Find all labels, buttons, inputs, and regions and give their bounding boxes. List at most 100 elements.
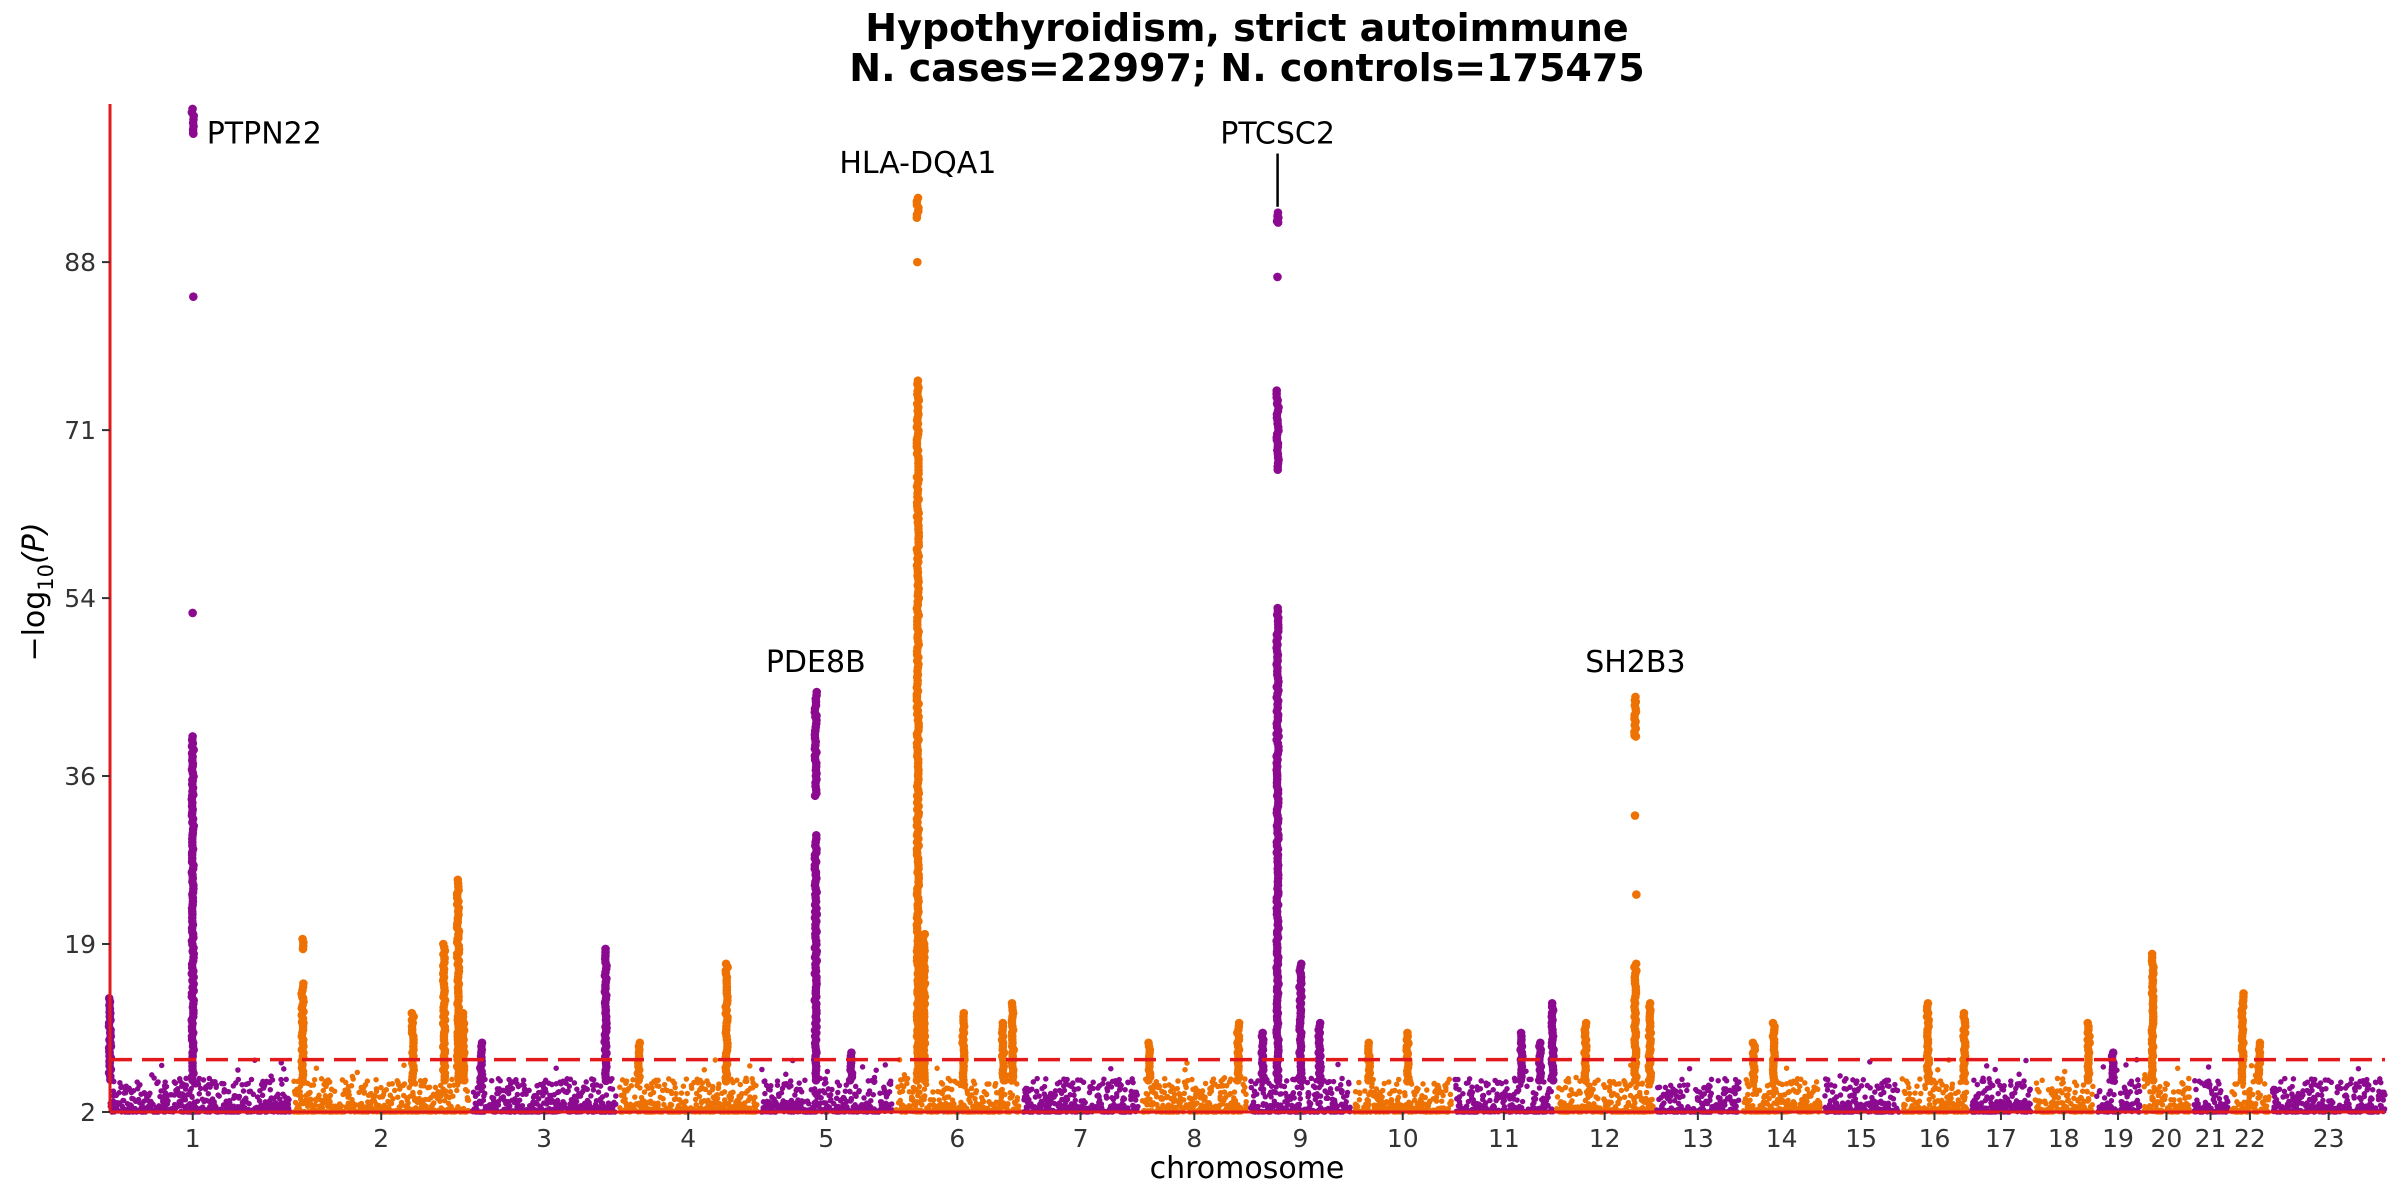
snp-point (810, 791, 820, 801)
snp-point (1008, 1076, 1017, 1085)
peak-chr-6-16 (997, 1018, 1009, 1085)
snp-point (476, 1077, 485, 1087)
noise-points-chr-7 (1020, 1065, 1141, 1115)
snp-point (1364, 1076, 1373, 1085)
x-tick-label-4: 4 (680, 1124, 696, 1153)
gene-label-hla-dqa1: HLA-DQA1 (839, 146, 996, 181)
peak-chr-11-27 (1534, 1038, 1546, 1085)
x-tick-label-21: 21 (2195, 1124, 2227, 1153)
snp-point (1273, 218, 1283, 227)
snp-point (2254, 1076, 2264, 1085)
x-tick-label-18: 18 (2048, 1124, 2080, 1153)
peak-chr-14-32 (1748, 1038, 1760, 1086)
peak-chr-6-14 (918, 929, 930, 1085)
snp-point (189, 129, 198, 138)
peak-chr-9-23 (1314, 1018, 1325, 1085)
snp-point (1273, 1076, 1283, 1085)
snp-point (1644, 1076, 1654, 1085)
snp-point (189, 292, 198, 302)
x-tick-label-15: 15 (1845, 1124, 1877, 1153)
snp-point (1259, 1076, 1268, 1085)
peak-chr-5-12 (845, 1048, 857, 1085)
snp-point (912, 213, 922, 222)
x-tick-label-22: 22 (2234, 1124, 2266, 1153)
peak-chr-6-13 (912, 193, 924, 1085)
snp-point (407, 1076, 417, 1085)
snp-point (1273, 272, 1282, 282)
x-tick-label-11: 11 (1488, 1124, 1520, 1153)
x-tick-label-5: 5 (818, 1124, 834, 1153)
background-points (107, 1057, 2388, 1115)
noise-points-chr-22 (2229, 1062, 2272, 1115)
peak-chr-3-8 (600, 944, 611, 1086)
x-tick-label-16: 16 (1919, 1124, 1951, 1153)
snp-point (2237, 1076, 2247, 1085)
noise-points-chr-5 (758, 1057, 895, 1115)
noise-points-chr-21 (2191, 1064, 2231, 1115)
gene-labels: PTPN22 HLA-DQA1 PTCSC2 PDE8B SH2B3 (207, 117, 1686, 681)
noise-points-chr-1 (107, 1057, 293, 1115)
snp-point (601, 1076, 611, 1086)
snp-point (440, 1076, 449, 1085)
snp-point (459, 1076, 469, 1085)
snp-point (2148, 1076, 2158, 1085)
peak-chr-9-22 (1295, 959, 1306, 1085)
chart-subtitle: N. cases=22997; N. controls=175475 (849, 46, 1644, 90)
snp-point (2108, 1076, 2118, 1085)
y-tick-label: 88 (64, 248, 96, 277)
noise-points-chr-19 (2094, 1057, 2143, 1115)
peak-chr-19-37 (2107, 1048, 2118, 1085)
y-tick-label: 71 (64, 416, 96, 445)
x-tick-label-19: 19 (2102, 1124, 2134, 1153)
peak-chr-16-35 (1959, 1008, 1970, 1085)
snp-point (1769, 1076, 1779, 1085)
y-tick-label: 36 (64, 762, 96, 791)
peak-chr-12-30 (1630, 692, 1641, 1085)
peak-chr-22-40 (2253, 1038, 2265, 1085)
x-tick-label-8: 8 (1186, 1124, 1202, 1153)
gene-label-sh2b3: SH2B3 (1585, 645, 1685, 680)
peak-chr-8-19 (1233, 1018, 1244, 1085)
peak-chr-10-25 (1402, 1028, 1413, 1086)
snp-point (1548, 1076, 1558, 1085)
peak-chr-14-33 (1768, 1018, 1780, 1085)
snp-point (634, 1076, 643, 1085)
snp-point (1632, 890, 1641, 899)
snp-point (2083, 1076, 2093, 1085)
peak-chr-2-2 (297, 934, 308, 1087)
x-tick-label-20: 20 (2151, 1124, 2183, 1153)
x-ticks: 1 2 3 4 5 6 7 8 9 10 11 12 13 14 15 16 17 18 19 20 21 22 23 (185, 1112, 2345, 1153)
snp-point (1631, 732, 1641, 741)
peak-chr-2-3 (407, 1008, 418, 1085)
peak-chr-11-26 (1516, 1028, 1527, 1085)
noise-points-chr-3 (469, 1065, 619, 1115)
x-tick-label-23: 23 (2313, 1124, 2345, 1153)
y-axis-title: −log10(P) (17, 522, 58, 661)
snp-point (1273, 465, 1283, 474)
snp-point (1581, 1076, 1590, 1085)
chart-title: Hypothyroidism, strict autoimmune (865, 6, 1628, 50)
x-tick-label-2: 2 (373, 1124, 389, 1153)
snp-point (912, 1076, 922, 1085)
peak-chr-20-38 (2147, 949, 2158, 1085)
x-tick-label-1: 1 (185, 1124, 201, 1153)
peak-chr-22-39 (2237, 989, 2248, 1085)
noise-points-chr-15 (1822, 1059, 1902, 1115)
snp-point (1749, 1076, 1758, 1086)
x-tick-label-3: 3 (536, 1124, 552, 1153)
y-ticks: 2 19 36 54 71 88 (64, 248, 110, 1127)
snp-point (1516, 1076, 1526, 1085)
x-axis-title: chromosome (1150, 1151, 1345, 1186)
peak-chr-16-34 (1922, 998, 1934, 1085)
peak-chr-12-29 (1580, 1018, 1591, 1085)
peak-chr-6-15 (958, 1008, 969, 1085)
peak-chr-3-7 (476, 1038, 487, 1087)
x-tick-label-13: 13 (1682, 1124, 1714, 1153)
x-tick-label-10: 10 (1387, 1124, 1419, 1153)
noise-points-chr-23 (2269, 1065, 2388, 1115)
snp-point (188, 1076, 197, 1085)
noise-points-chr-16 (1899, 1057, 1970, 1115)
snp-point (1315, 1076, 1325, 1085)
peak-chr-12-31 (1644, 998, 1656, 1085)
snp-point (188, 608, 197, 618)
